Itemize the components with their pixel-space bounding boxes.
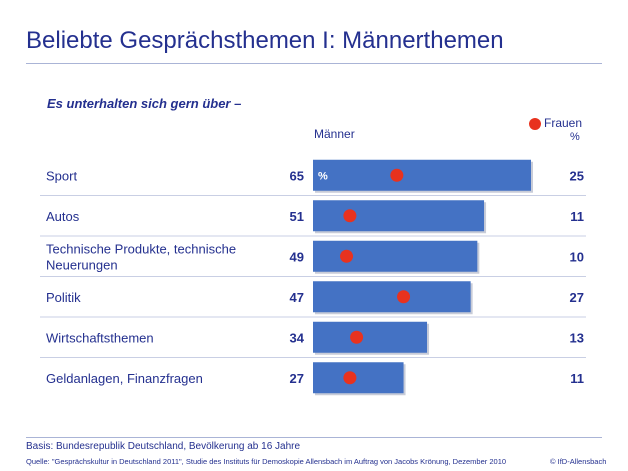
frauen-dot	[350, 330, 364, 344]
footer-divider	[26, 437, 602, 438]
page-title: Beliebte Gesprächsthemen I: Männerthemen	[26, 27, 504, 54]
source-note: Quelle: "Gesprächskultur in Deutschland …	[26, 457, 507, 466]
chart-subtitle: Es unterhalten sich gern über –	[47, 96, 242, 111]
maenner-series-label: Männer	[314, 127, 355, 141]
frauen-dot	[390, 168, 404, 182]
category-label: Sport	[46, 168, 77, 183]
maenner-value-label: 49	[290, 249, 304, 264]
basis-note: Basis: Bundesrepublik Deutschland, Bevöl…	[26, 441, 301, 452]
maenner-bar	[313, 159, 531, 191]
frauen-legend-label: Frauen	[544, 116, 583, 130]
frauen-dot	[343, 209, 357, 223]
frauen-dot	[340, 249, 354, 263]
frauen-dot	[397, 290, 411, 304]
maenner-value-label: 51	[290, 209, 304, 224]
frauen-value-label: 25	[570, 168, 584, 183]
category-label: Wirtschaftsthemen	[46, 330, 154, 345]
maenner-value-label: 27	[290, 371, 304, 386]
maenner-value-label: 65	[290, 168, 304, 183]
category-label: Politik	[46, 290, 81, 305]
frauen-value-label: 10	[570, 249, 584, 264]
maenner-bar	[313, 321, 428, 353]
frauen-legend: Frauen %	[529, 115, 589, 149]
bar-percent-marker: %	[318, 170, 328, 182]
frauen-value-label: 13	[570, 330, 584, 345]
category-label: Geldanlagen, Finanzfragen	[46, 371, 203, 386]
category-label: Neuerungen	[46, 257, 118, 272]
frauen-percent-unit: %	[570, 131, 580, 143]
category-label: Autos	[46, 209, 80, 224]
frauen-legend-dot	[529, 118, 541, 130]
frauen-value-label: 27	[570, 290, 584, 305]
maenner-bar	[313, 200, 485, 232]
frauen-value-label: 11	[570, 209, 584, 224]
maenner-value-label: 47	[290, 290, 304, 305]
title-divider	[26, 63, 602, 64]
frauen-dot	[343, 371, 357, 385]
maenner-bar	[313, 281, 471, 313]
maenner-value-label: 34	[290, 330, 305, 345]
category-label: Technische Produkte, technische	[46, 241, 236, 256]
copyright-note: © IfD-Allensbach	[550, 457, 607, 466]
maenner-bar	[313, 240, 478, 272]
maenner-bar	[313, 362, 404, 394]
frauen-value-label: 11	[570, 371, 584, 386]
